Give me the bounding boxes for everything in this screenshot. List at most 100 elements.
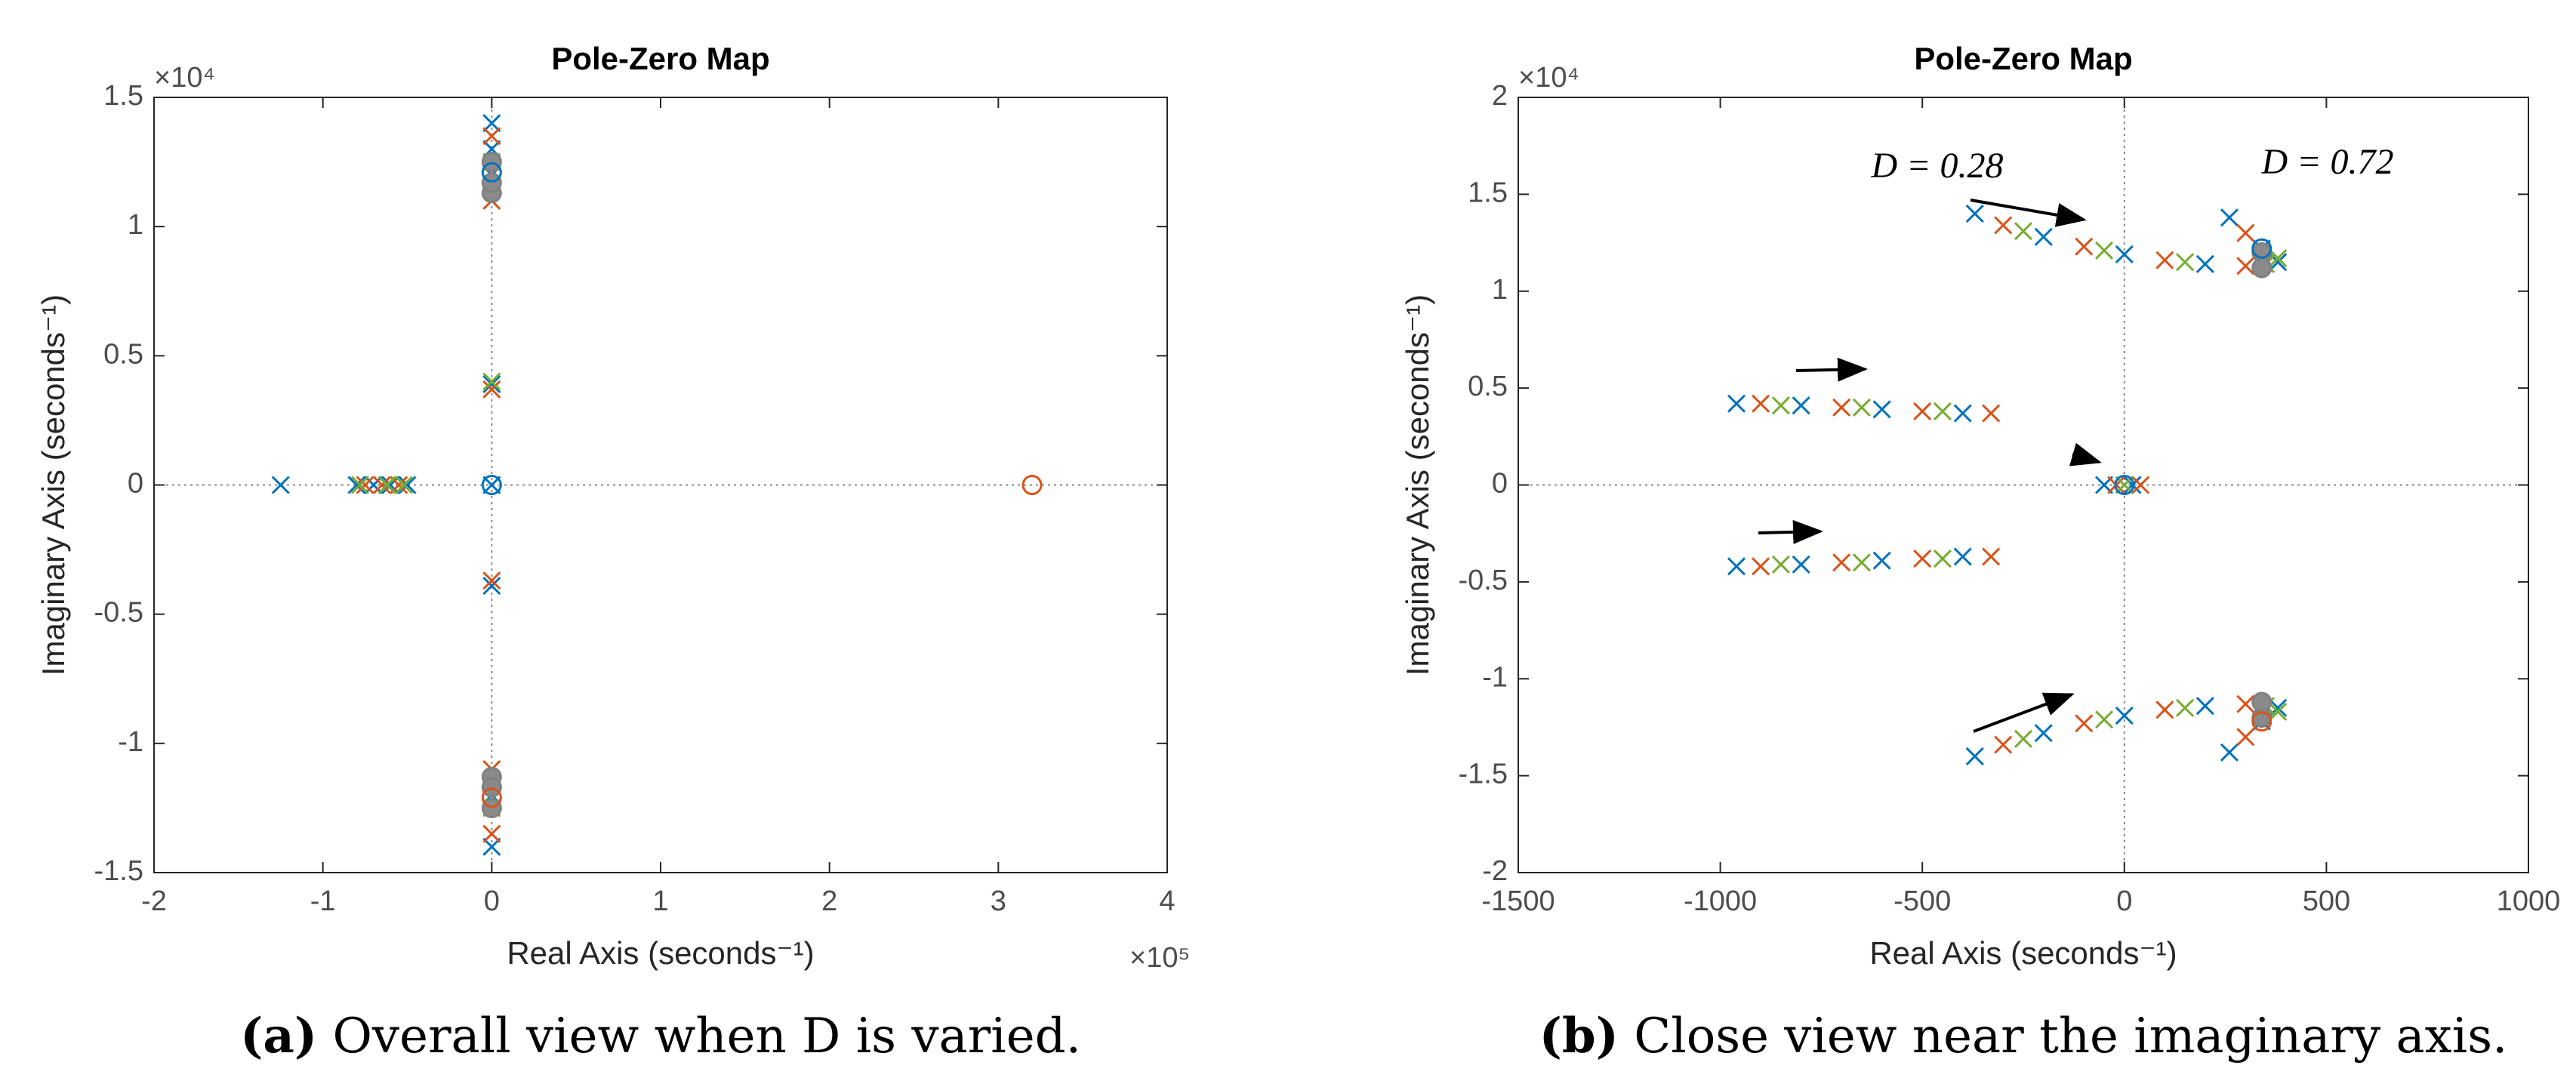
zero-marker [481, 152, 502, 173]
caption: (a) Overall view when D is varied. [240, 1008, 1081, 1064]
pole-marker [2155, 251, 2174, 269]
pole-marker [2220, 208, 2239, 227]
zero-marker [2114, 475, 2135, 495]
pole-marker [2236, 728, 2255, 747]
pole-marker [2195, 697, 2214, 716]
x-axis-label: Real Axis (seconds⁻¹) [1869, 935, 2177, 971]
x-tick-label: -500 [1893, 885, 1951, 917]
zero-marker [2251, 711, 2272, 732]
x-tick-label: 500 [2303, 885, 2350, 917]
pole-marker [482, 127, 501, 146]
x-tick-label: -1000 [1684, 885, 1757, 917]
arrow [1758, 519, 1823, 544]
x-tick-label: -1 [310, 885, 336, 917]
y-tick-label: 0 [1492, 468, 1508, 500]
caption-label: (a) [240, 1008, 317, 1064]
y-axis-label: Imaginary Axis (seconds⁻¹) [1400, 294, 1435, 676]
pole-marker [398, 476, 417, 494]
pole-marker [1852, 398, 1871, 417]
pole-marker [482, 380, 501, 399]
pole-marker [1982, 404, 2001, 423]
pole-marker [482, 837, 501, 856]
pole-marker [364, 476, 383, 494]
y-tick-label: 0.5 [1468, 371, 1508, 402]
pole-marker [372, 476, 392, 494]
pole-marker [482, 374, 501, 394]
y-tick-label: 2 [1492, 80, 1508, 112]
pole-marker [482, 476, 501, 494]
y-tick-label: -1 [118, 726, 143, 758]
pole-marker [2034, 724, 2053, 743]
pole-marker [1752, 394, 1770, 413]
pole-marker [2094, 241, 2114, 260]
caption-label: (b) [1539, 1008, 1619, 1064]
pole-marker [2195, 254, 2214, 273]
pole-marker [1792, 555, 1810, 574]
zero-marker [2251, 238, 2272, 259]
pole-marker [2269, 702, 2288, 721]
pole-marker [1832, 398, 1851, 417]
pole-marker [1965, 204, 1984, 223]
pole-marker [2034, 227, 2053, 246]
pole-marker [2075, 714, 2094, 733]
y-tick-label: -1.5 [1459, 759, 1508, 790]
chart-title: Pole-Zero Map [551, 41, 769, 76]
pole-marker [1727, 394, 1746, 413]
arrow [2069, 442, 2102, 466]
pole-marker [1913, 402, 1932, 420]
zero-marker [481, 162, 502, 183]
pole-marker [1872, 551, 1891, 570]
pole-marker [1832, 553, 1851, 572]
pole-marker [2131, 476, 2150, 494]
x-tick-label: 1 [652, 885, 668, 917]
pole-marker [377, 476, 396, 494]
zero-marker [481, 777, 502, 798]
pole-marker [2236, 694, 2255, 713]
pole-marker [2220, 743, 2239, 762]
pole-marker [482, 576, 501, 596]
pole-marker [2236, 223, 2255, 242]
pole-marker [2014, 222, 2033, 241]
pole-marker [2115, 476, 2134, 494]
pole-marker [2075, 237, 2094, 256]
y-axis-label: Imaginary Axis (seconds⁻¹) [35, 294, 71, 676]
y-tick-label: 0 [128, 468, 143, 500]
pole-marker [2094, 710, 2114, 729]
pole-marker [2236, 257, 2255, 276]
pole-marker [1965, 747, 1984, 766]
zero-marker [481, 475, 502, 495]
y-tick-label: -1.5 [94, 855, 143, 887]
zero-marker [481, 797, 502, 818]
caption-text: Close view near the imaginary axis. [1634, 1008, 2507, 1064]
pole-marker [1994, 735, 2013, 754]
y-tick-label: 1 [1492, 274, 1508, 306]
zero-marker [481, 172, 502, 193]
y-tick-label: -2 [1482, 855, 1508, 887]
pole-marker [482, 824, 501, 843]
zero-marker [1021, 475, 1043, 495]
pole-marker [394, 476, 414, 494]
x-tick-label: 1000 [2497, 885, 2561, 917]
pole-marker [1852, 553, 1871, 572]
arrow [1973, 692, 2075, 733]
pole-marker [347, 476, 366, 494]
pole-marker [1933, 402, 1952, 420]
caption-text: Overall view when D is varied. [332, 1008, 1080, 1064]
y-tick-label: 0.5 [103, 338, 143, 370]
y-tick-label: -0.5 [1459, 565, 1508, 596]
y-exponent: ×10⁴ [1518, 62, 1579, 94]
zero-marker [481, 787, 502, 808]
pole-marker [482, 571, 501, 590]
arrows [1758, 199, 2102, 733]
zero-marker [2251, 691, 2272, 713]
y-exponent: ×10⁴ [154, 62, 215, 94]
pole-marker [1792, 396, 1810, 415]
pole-marker [271, 476, 290, 494]
pole-marker [482, 372, 501, 391]
y-tick-label: -0.5 [94, 597, 143, 629]
pole-marker [1771, 555, 1790, 574]
y-tick-label: 1.5 [1468, 177, 1508, 208]
pole-marker [1872, 400, 1891, 419]
pole-marker [2014, 729, 2033, 748]
